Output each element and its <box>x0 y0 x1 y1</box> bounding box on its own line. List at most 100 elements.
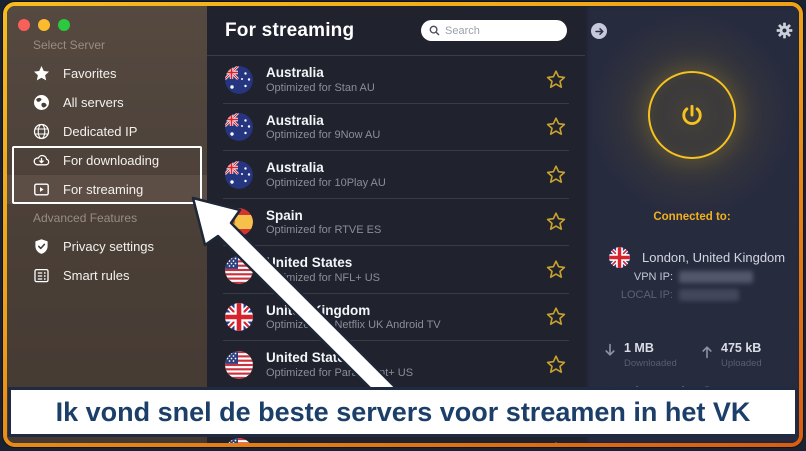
vpn-app: Select Server Favorites All servers Dedi… <box>7 6 799 443</box>
window-controls <box>7 6 207 31</box>
advanced-nav-list: Privacy settings Smart rules <box>7 232 207 290</box>
server-description: Optimized for Stan AU <box>266 81 375 94</box>
search-input[interactable] <box>445 24 559 37</box>
advanced-features-label: Advanced Features <box>33 211 138 225</box>
server-description: Optimized for NFL+ US <box>266 271 381 284</box>
star-outline-icon <box>546 165 566 183</box>
favorite-star-button[interactable] <box>545 441 567 443</box>
power-icon <box>682 104 702 125</box>
flag-au-icon <box>225 65 253 94</box>
server-description: Optimized for 10Play AU <box>266 176 386 189</box>
star-outline-icon <box>546 212 566 231</box>
connected-to-label: Connected to: <box>653 211 731 223</box>
caption-banner: Ik vond snel de beste servers voor strea… <box>8 387 798 437</box>
favorite-star-button[interactable] <box>545 211 567 233</box>
star-outline-icon <box>546 117 566 136</box>
star-outline-icon <box>546 70 566 88</box>
streaming-screen-icon <box>33 181 50 198</box>
flag-au-icon <box>225 113 253 142</box>
server-row[interactable]: Australia Optimized for Stan AU <box>207 56 585 104</box>
minimize-window-button[interactable] <box>38 19 50 31</box>
connection-panel: Connected to: London, United Kingdom VPN… <box>585 6 799 443</box>
smart-rules-icon <box>33 267 50 284</box>
local-ip-row: LOCAL IP: <box>585 289 739 301</box>
star-outline-icon <box>546 260 566 278</box>
flag-us-icon <box>225 437 253 443</box>
server-nav-list: Favorites All servers Dedicated IP For d… <box>7 59 207 204</box>
sidebar-item-for-downloading[interactable]: For downloading <box>7 146 207 175</box>
sidebar-item-all-servers[interactable]: All servers <box>7 88 207 117</box>
sidebar-item-privacy-settings[interactable]: Privacy settings <box>7 232 207 261</box>
server-row[interactable]: United States <box>207 428 585 443</box>
server-country: United States <box>266 350 353 366</box>
favorite-star-button[interactable] <box>545 306 567 328</box>
panel-title: For streaming <box>225 19 355 41</box>
sidebar-item-dedicated-ip[interactable]: Dedicated IP <box>7 117 207 146</box>
upload-arrow-icon <box>702 346 712 359</box>
favorite-star-button[interactable] <box>545 164 567 186</box>
vpn-ip-row: VPN IP: <box>585 271 753 283</box>
favorite-star-button[interactable] <box>545 259 567 281</box>
server-description: Optimized for RTVE ES <box>266 224 382 237</box>
server-row[interactable]: Spain Optimized for RTVE ES <box>207 199 585 247</box>
gear-icon <box>776 22 793 39</box>
server-row[interactable]: Australia Optimized for 9Now AU <box>207 104 585 152</box>
search-box[interactable] <box>421 20 567 41</box>
sidebar: Select Server Favorites All servers Dedi… <box>7 6 207 443</box>
server-description: Optimized for 9Now AU <box>266 129 381 142</box>
sidebar-item-smart-rules[interactable]: Smart rules <box>7 261 207 290</box>
sidebar-item-label: All servers <box>63 95 124 110</box>
server-country: Spain <box>266 207 303 223</box>
server-panel-header: For streaming <box>207 6 585 56</box>
downloaded-value: 1 MB <box>624 341 654 355</box>
local-ip-redacted <box>679 289 739 301</box>
downloaded-label: Downloaded <box>624 357 677 369</box>
shield-check-icon <box>33 238 50 255</box>
select-server-label: Select Server <box>33 38 106 52</box>
server-row[interactable]: United Kingdom Optimized for Netflix UK … <box>207 294 585 342</box>
settings-button[interactable] <box>776 22 793 39</box>
sidebar-item-favorites[interactable]: Favorites <box>7 59 207 88</box>
sidebar-item-for-streaming[interactable]: For streaming <box>7 175 207 204</box>
location-text: London, United Kingdom <box>642 250 786 265</box>
favorite-star-button[interactable] <box>545 69 567 91</box>
server-row[interactable]: United States Optimized for NFL+ US <box>207 246 585 294</box>
downloaded-stat: 1 MB Downloaded <box>603 341 700 369</box>
zoom-window-button[interactable] <box>58 19 70 31</box>
server-country: Australia <box>266 160 324 176</box>
server-list: Australia Optimized for Stan AU Australi… <box>207 56 585 443</box>
star-outline-icon <box>555 442 557 443</box>
sidebar-item-label: Dedicated IP <box>63 124 138 139</box>
server-row[interactable]: United States Optimized for Paramount+ U… <box>207 341 585 389</box>
close-window-button[interactable] <box>18 19 30 31</box>
server-country: United States <box>266 255 353 271</box>
server-row[interactable]: Australia Optimized for 10Play AU <box>207 151 585 199</box>
flag-gb-icon <box>225 303 253 332</box>
power-button[interactable] <box>648 71 736 159</box>
right-arrow-icon <box>594 27 604 35</box>
server-description: Optimized for Netflix UK Android TV <box>266 319 441 332</box>
star-outline-icon <box>546 307 566 326</box>
sidebar-item-label: Smart rules <box>63 268 130 283</box>
collapse-panel-button[interactable] <box>591 23 607 39</box>
local-ip-label: LOCAL IP: <box>620 289 673 301</box>
uploaded-stat: 475 kB Uploaded <box>700 341 770 369</box>
uk-flag-icon <box>609 247 630 268</box>
server-country: Australia <box>266 65 324 81</box>
uploaded-label: Uploaded <box>721 357 762 369</box>
server-panel: For streaming Australia Optimized for St… <box>207 6 585 443</box>
app-window: Select Server Favorites All servers Dedi… <box>3 2 803 447</box>
connected-location: London, United Kingdom <box>609 247 785 268</box>
vpn-ip-label: VPN IP: <box>633 271 673 283</box>
search-icon <box>429 25 440 36</box>
favorite-star-button[interactable] <box>545 354 567 376</box>
globe-icon <box>33 94 50 111</box>
sidebar-item-label: Favorites <box>63 66 117 81</box>
globe-grid-icon <box>33 123 50 140</box>
server-country: United Kingdom <box>266 302 371 318</box>
flag-us-icon <box>225 350 253 379</box>
favorite-star-button[interactable] <box>545 116 567 138</box>
star-icon <box>33 65 50 82</box>
server-country: Australia <box>266 112 324 128</box>
flag-au-icon <box>225 160 253 189</box>
